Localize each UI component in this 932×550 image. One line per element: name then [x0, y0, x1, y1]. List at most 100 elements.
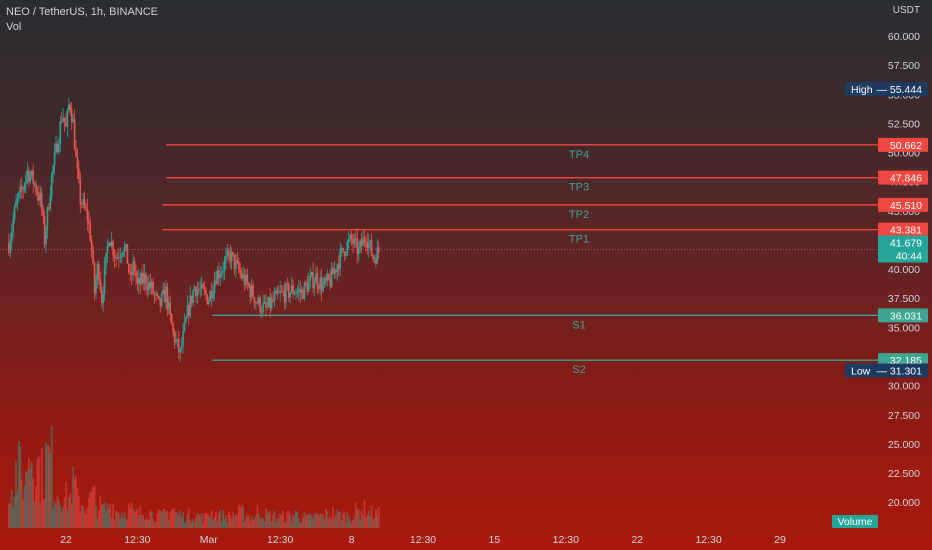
volume-bar [270, 521, 273, 528]
candle-body [349, 234, 351, 240]
candle [20, 177, 23, 200]
candle-body [227, 250, 230, 254]
candle [282, 284, 284, 296]
candle-body [195, 286, 197, 297]
candle [136, 270, 139, 292]
candle-body [279, 290, 281, 293]
volume-bar [85, 514, 87, 528]
volume-bar [267, 513, 270, 528]
candle [208, 297, 210, 307]
candle-body [70, 109, 73, 123]
candle-body [342, 247, 344, 252]
candle-body [50, 173, 53, 197]
candle [105, 253, 107, 276]
candle-body [83, 198, 86, 208]
candle [23, 182, 26, 194]
volume-bar [334, 515, 337, 528]
candle-body [22, 189, 24, 191]
candle-body [160, 293, 163, 306]
candle [316, 266, 319, 295]
candle [89, 216, 92, 243]
candle-body [315, 273, 317, 283]
candle-body [215, 281, 217, 285]
candle [205, 286, 207, 301]
volume-bar [230, 518, 233, 528]
volume-bar [106, 503, 109, 528]
volume-bar [316, 513, 319, 528]
candle-body [339, 249, 341, 270]
candle-body [155, 293, 157, 295]
volume-bar [186, 514, 189, 528]
candle-body [159, 298, 162, 306]
candle [155, 289, 157, 302]
candle-body [152, 281, 154, 294]
candle [118, 248, 120, 269]
candle-body [229, 253, 232, 262]
candle-body [125, 244, 127, 247]
candle-body [103, 267, 106, 295]
volume-bar [262, 518, 264, 528]
candle [175, 331, 177, 345]
candle-body [150, 281, 153, 288]
candle [247, 281, 250, 289]
volume-bar [53, 500, 56, 528]
volume-bar [26, 470, 29, 528]
volume-bar [30, 461, 33, 528]
candle-body [317, 286, 320, 289]
high-tag-bg [845, 82, 928, 97]
level-label-s1: S1 [572, 319, 585, 331]
volume-bar [290, 521, 293, 528]
candle-body [172, 324, 174, 332]
volume-bar [49, 453, 52, 528]
candle [360, 232, 363, 254]
volume-bar [222, 510, 224, 528]
volume-bar [36, 458, 39, 528]
candle [139, 272, 142, 295]
candle-body [345, 253, 347, 256]
volume-bar [235, 514, 237, 528]
volume-bar [150, 511, 153, 528]
candle-body [206, 295, 209, 305]
candle-body [239, 270, 242, 274]
volume-bar [240, 504, 243, 528]
volume-bar [362, 515, 364, 528]
candle [178, 330, 180, 360]
volume-bar [333, 517, 336, 528]
candle [142, 263, 144, 291]
candle [92, 245, 94, 266]
candle-body [133, 261, 136, 271]
candle [227, 247, 230, 263]
candle [123, 240, 126, 257]
candle-body [169, 302, 172, 315]
candle-body [10, 231, 13, 242]
candle [283, 282, 286, 310]
candle-body [290, 285, 293, 293]
candle [370, 232, 373, 257]
candle-body [343, 251, 346, 256]
candle [372, 254, 374, 263]
candle-body [193, 286, 196, 291]
candle [100, 282, 103, 308]
volume-bar [147, 520, 150, 528]
candle [188, 302, 190, 326]
candle [18, 190, 20, 204]
candle [250, 278, 253, 302]
volume-bar [176, 512, 179, 528]
low-tag-bg [845, 363, 928, 378]
candle-body [217, 270, 220, 278]
volume-bar [245, 518, 247, 528]
candle [185, 315, 187, 324]
candle [59, 116, 62, 152]
candle [342, 247, 344, 254]
volume-bar [282, 510, 284, 528]
volume-bar [76, 488, 79, 528]
candle-body [115, 257, 117, 259]
volume-bar [293, 515, 296, 528]
candle-body [295, 292, 297, 294]
x-tick-label: 22 [631, 534, 643, 546]
volume-bar [369, 516, 372, 528]
candle-body [136, 277, 139, 284]
candle-body [113, 254, 116, 258]
volume-bar [47, 445, 50, 528]
